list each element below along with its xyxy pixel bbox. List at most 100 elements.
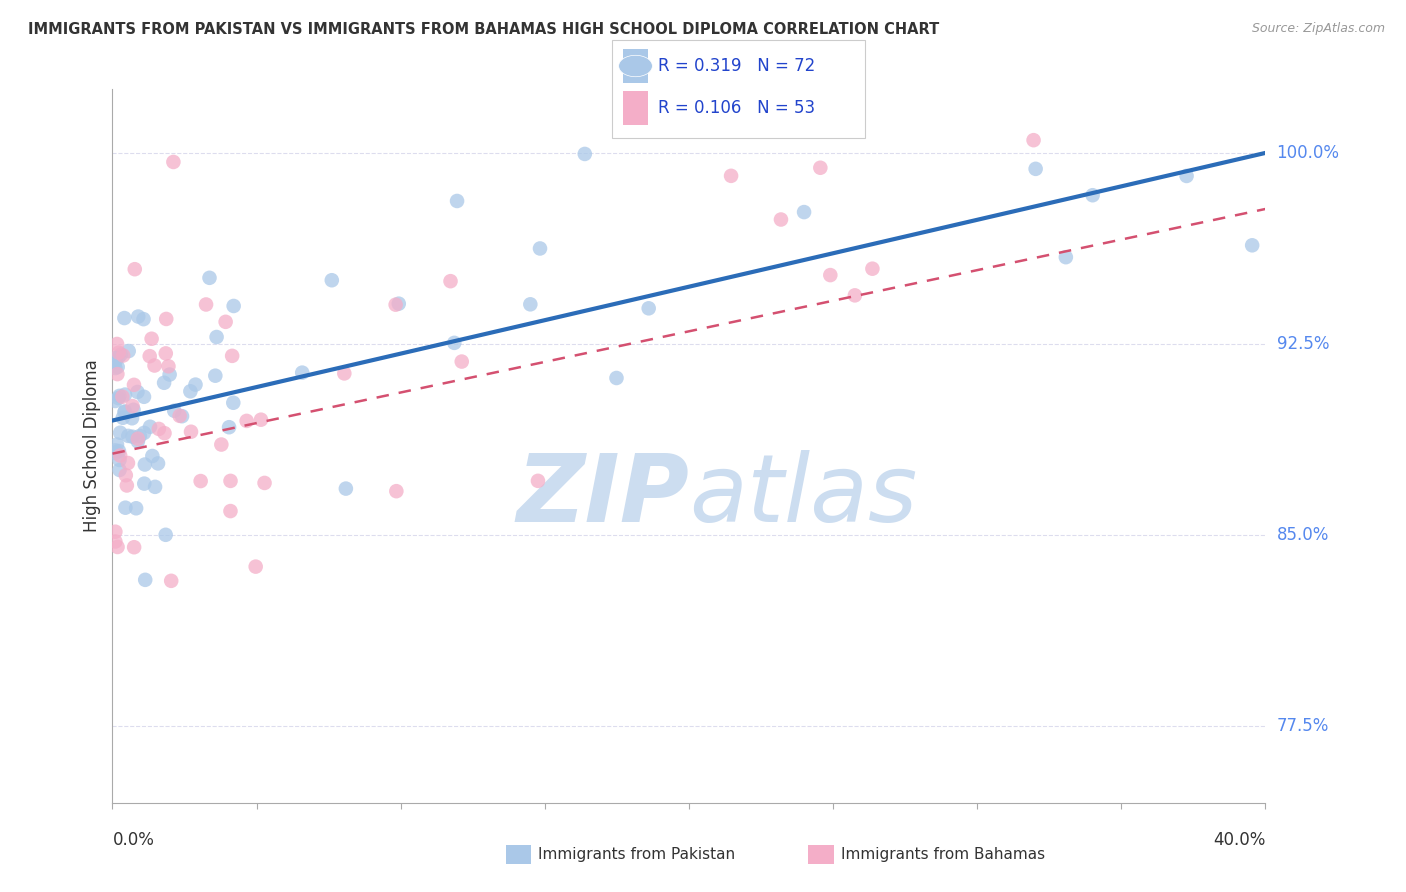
Point xyxy=(107,359,129,374)
Point xyxy=(108,389,131,403)
Point xyxy=(134,476,156,491)
Text: 85.0%: 85.0% xyxy=(1277,526,1329,544)
Point xyxy=(1081,188,1104,202)
Text: Source: ZipAtlas.com: Source: ZipAtlas.com xyxy=(1251,22,1385,36)
Point xyxy=(605,371,627,385)
Point xyxy=(195,297,218,311)
Point xyxy=(105,367,128,381)
Point xyxy=(385,484,408,499)
Point xyxy=(184,377,207,392)
Point xyxy=(793,205,815,219)
Point xyxy=(527,474,550,488)
Point xyxy=(105,337,128,351)
Point xyxy=(104,443,127,458)
Point xyxy=(335,482,357,496)
Point xyxy=(114,404,136,418)
Point xyxy=(117,429,139,443)
Point xyxy=(190,474,212,488)
Point xyxy=(291,366,314,380)
Text: ZIP: ZIP xyxy=(516,450,689,542)
Point xyxy=(122,402,145,417)
Text: IMMIGRANTS FROM PAKISTAN VS IMMIGRANTS FROM BAHAMAS HIGH SCHOOL DIPLOMA CORRELAT: IMMIGRANTS FROM PAKISTAN VS IMMIGRANTS F… xyxy=(28,22,939,37)
Point xyxy=(143,359,166,373)
Point xyxy=(108,444,131,458)
Point xyxy=(529,242,551,256)
Point xyxy=(321,273,343,287)
Point xyxy=(860,261,883,276)
Point xyxy=(117,456,139,470)
Point xyxy=(155,346,177,360)
Point xyxy=(114,468,136,483)
Point xyxy=(146,457,169,471)
Point xyxy=(114,387,136,401)
Point xyxy=(218,420,240,434)
Point xyxy=(143,480,166,494)
Point xyxy=(1022,133,1045,147)
Point xyxy=(443,335,465,350)
Point xyxy=(127,434,149,449)
Point xyxy=(134,573,156,587)
Point xyxy=(148,422,170,436)
Point xyxy=(112,405,135,419)
Y-axis label: High School Diploma: High School Diploma xyxy=(83,359,101,533)
Point xyxy=(141,332,163,346)
Point xyxy=(108,449,131,463)
Text: 100.0%: 100.0% xyxy=(1277,144,1340,162)
Point xyxy=(134,458,156,472)
Point xyxy=(104,524,127,539)
Text: 40.0%: 40.0% xyxy=(1213,831,1265,849)
Point xyxy=(450,354,472,368)
Point xyxy=(112,349,135,363)
Text: 0.0%: 0.0% xyxy=(112,831,155,849)
Point xyxy=(127,432,149,446)
Point xyxy=(163,403,186,417)
Point xyxy=(384,298,406,312)
Point xyxy=(179,384,201,399)
Point xyxy=(844,288,866,302)
Point xyxy=(1025,161,1047,176)
Point xyxy=(157,359,180,374)
Point xyxy=(105,351,128,365)
Point xyxy=(104,534,127,549)
Point xyxy=(221,349,243,363)
Point xyxy=(180,425,202,439)
Point xyxy=(107,391,129,405)
Point xyxy=(808,161,831,175)
Point xyxy=(235,414,257,428)
Point xyxy=(155,528,177,542)
Point xyxy=(107,345,129,359)
Point xyxy=(214,315,236,329)
Text: Immigrants from Pakistan: Immigrants from Pakistan xyxy=(538,847,735,862)
Point xyxy=(132,390,155,404)
Point xyxy=(219,504,242,518)
Point xyxy=(110,348,132,362)
Point xyxy=(108,463,131,477)
Point xyxy=(160,574,183,588)
Point xyxy=(105,437,128,451)
Point xyxy=(222,396,245,410)
Point xyxy=(1054,250,1077,264)
Point xyxy=(204,368,226,383)
Point xyxy=(155,312,177,326)
Point xyxy=(439,274,461,288)
Point xyxy=(121,399,143,413)
Point xyxy=(219,474,242,488)
Point xyxy=(108,425,131,440)
Point xyxy=(132,312,155,326)
Point xyxy=(127,384,149,399)
Text: R = 0.319   N = 72: R = 0.319 N = 72 xyxy=(658,57,815,75)
Point xyxy=(820,268,842,282)
Point xyxy=(1175,169,1198,183)
Point xyxy=(104,361,127,376)
Point xyxy=(104,354,127,368)
Point xyxy=(153,376,176,390)
Text: R = 0.106   N = 53: R = 0.106 N = 53 xyxy=(658,99,815,117)
Point xyxy=(118,344,141,359)
Point xyxy=(124,262,146,277)
Point xyxy=(162,155,184,169)
Point xyxy=(198,270,221,285)
Point xyxy=(111,410,134,425)
Point xyxy=(141,449,163,463)
Point xyxy=(159,368,181,382)
Point xyxy=(104,446,127,460)
